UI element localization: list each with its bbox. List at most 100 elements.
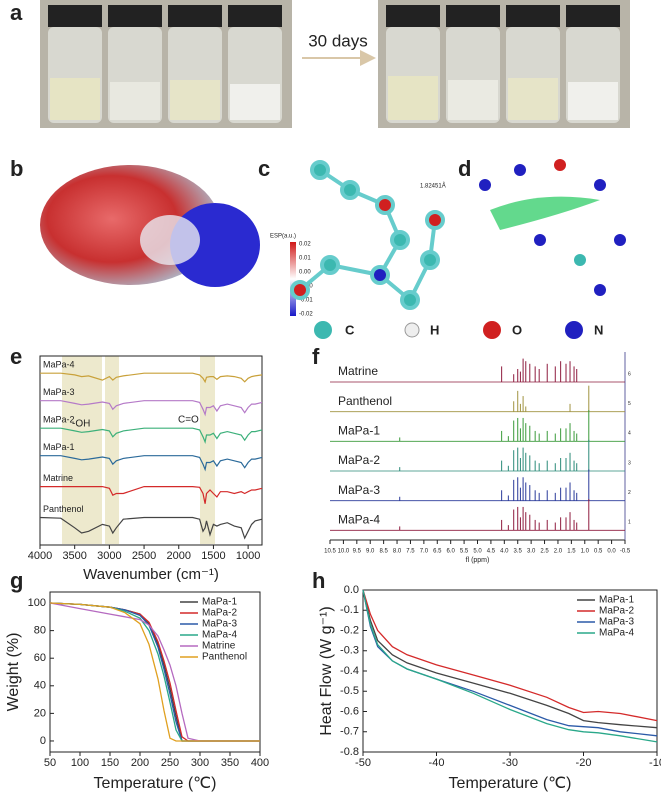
trace-number: 5 (628, 401, 631, 407)
legend-swatch (314, 321, 332, 339)
legend-label: MaPa-4 (599, 628, 634, 639)
series-label: MaPa-3 (43, 387, 75, 397)
x-tick-label: 4000 (28, 550, 52, 562)
trace-number: 1 (628, 520, 631, 526)
legend-swatch (483, 321, 501, 339)
x-tick-label: 7.5 (406, 549, 415, 555)
photo-after (378, 0, 630, 128)
spectrum (40, 486, 263, 504)
x-tick-label: 3.5 (514, 549, 523, 555)
spectrum (40, 455, 263, 472)
x-tick-label: 4.5 (487, 549, 496, 555)
trace-number: 6 (628, 371, 631, 377)
x-tick-label: 1.0 (581, 549, 590, 555)
series-label: Matrine (43, 473, 73, 483)
annotation: -OH (72, 419, 90, 430)
series-label: MaPa-2 (338, 453, 380, 467)
colorbar (290, 242, 296, 316)
x-tick-label: 2000 (167, 550, 191, 562)
trace-number: 4 (628, 431, 631, 437)
colorbar-tick: -0.01 (299, 298, 313, 304)
annotation: C=O (178, 415, 199, 426)
x-tick-label: 5.0 (473, 549, 482, 555)
series-line (362, 589, 658, 722)
legend-label: MaPa-1 (202, 597, 237, 608)
x-tick-label: 3500 (62, 550, 86, 562)
legend-label: Matrine (202, 641, 236, 652)
x-tick-label: 9.0 (366, 549, 375, 555)
x-tick-label: -0.5 (620, 549, 631, 555)
x-tick-label: 300 (191, 757, 209, 769)
x-axis-label: Wavenumber (cm⁻¹) (83, 566, 219, 583)
series-label: MaPa-3 (338, 483, 380, 497)
x-tick-label: -40 (429, 757, 445, 769)
spectrum (40, 400, 263, 417)
legend-swatch (565, 321, 583, 339)
x-tick-label: -20 (576, 757, 592, 769)
y-tick-label: -0.5 (340, 685, 359, 697)
y-axis-label: Heat Flow (W g⁻¹) (318, 606, 335, 735)
x-tick-label: 100 (71, 757, 89, 769)
x-tick-label: 3000 (97, 550, 121, 562)
panel-label: f (312, 344, 320, 369)
series-label: Panthenol (43, 504, 84, 514)
y-tick-label: 0.0 (344, 584, 359, 596)
colorbar-tick: 0.01 (299, 256, 311, 262)
y-tick-label: -0.2 (340, 624, 359, 636)
series-label: Panthenol (338, 394, 392, 408)
series-label: MaPa-1 (338, 424, 380, 438)
x-tick-label: 5.5 (460, 549, 469, 555)
colorbar-tick: 0.00 (299, 270, 311, 276)
x-tick-label: 250 (161, 757, 179, 769)
legend-label: MaPa-3 (202, 619, 237, 630)
x-tick-label: 6.5 (433, 549, 442, 555)
highlight-band (200, 356, 215, 544)
y-tick-label: 80 (34, 625, 46, 637)
x-tick-label: 1000 (236, 550, 260, 562)
x-tick-label: 50 (44, 757, 56, 769)
x-axis-label: Temperature (℃) (449, 775, 572, 792)
colorbar-title: ESP(a.u.) (270, 234, 296, 240)
x-tick-label: 0.0 (607, 549, 616, 555)
y-axis-label: Weight (%) (5, 633, 22, 712)
legend-label: MaPa-3 (599, 617, 634, 628)
panel-label: g (10, 568, 23, 593)
colorbar-tick: 0.02 (299, 242, 311, 248)
x-tick-label: 200 (131, 757, 149, 769)
panel-label: d (458, 156, 471, 181)
series-line (49, 602, 260, 742)
x-tick-label: 8.5 (379, 549, 388, 555)
y-tick-label: -0.3 (340, 645, 359, 657)
molecule-model (290, 160, 445, 310)
y-tick-label: -0.8 (340, 746, 359, 758)
series-label: MaPa-2 (43, 415, 75, 425)
spectrum (40, 372, 263, 384)
series-label: MaPa-4 (43, 360, 75, 370)
y-tick-label: -0.4 (340, 665, 359, 677)
x-tick-label: 150 (101, 757, 119, 769)
x-tick-label: 10.5 (324, 549, 336, 555)
interaction-model (479, 159, 626, 296)
legend-swatch (404, 322, 420, 338)
y-tick-label: 100 (28, 597, 46, 609)
y-tick-label: 20 (34, 707, 46, 719)
panel-label: b (10, 156, 23, 181)
series-line (49, 602, 260, 742)
spectrum (40, 427, 263, 444)
x-tick-label: -50 (355, 757, 371, 769)
series-label: MaPa-4 (338, 513, 380, 527)
legend-label: N (594, 322, 603, 337)
x-tick-label: 9.5 (353, 549, 362, 555)
x-tick-label: 2500 (132, 550, 156, 562)
x-tick-label: 8.0 (393, 549, 402, 555)
legend-label: MaPa-2 (202, 608, 237, 619)
plot-frame (49, 591, 261, 753)
spectrum (39, 516, 263, 540)
x-tick-label: -30 (502, 757, 518, 769)
panel-label: c (258, 156, 270, 181)
y-tick-label: -0.6 (340, 705, 359, 717)
x-tick-label: 6.0 (447, 549, 456, 555)
legend-label: MaPa-1 (599, 595, 634, 606)
legend-label: C (345, 322, 355, 337)
